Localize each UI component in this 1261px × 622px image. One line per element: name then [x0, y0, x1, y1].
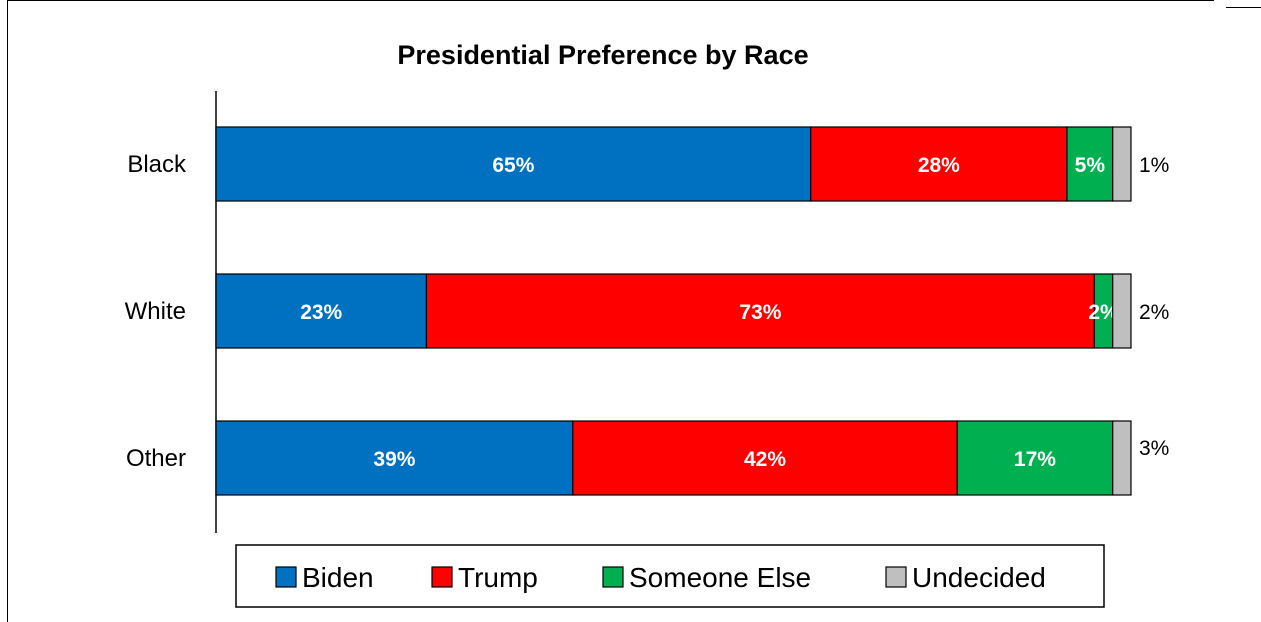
category-label-other: Other	[126, 445, 186, 472]
bar-white-undecided	[1112, 273, 1132, 349]
category-label-black: Black	[127, 151, 187, 178]
data-label-black-biden: 65%	[492, 154, 534, 177]
bar-other-undecided	[1112, 420, 1132, 496]
data-label-other-biden: 39%	[373, 448, 415, 471]
legend-label-someone-else: Someone Else	[629, 562, 811, 593]
legend-swatch-undecided	[885, 566, 907, 588]
bar-white-biden	[215, 273, 428, 349]
bar-black-someone-else	[1066, 126, 1114, 202]
bar-other-biden	[215, 420, 574, 496]
bar-other-trump	[572, 420, 958, 496]
bar-black-biden	[215, 126, 812, 202]
bar-other-someone-else	[956, 420, 1114, 496]
data-label-other-undecided: 3%	[1139, 437, 1169, 460]
data-label-white-biden: 23%	[300, 301, 342, 324]
legend-swatch-someone-else	[602, 566, 624, 588]
legend-swatch-trump	[431, 566, 453, 588]
data-label-white-trump: 73%	[739, 301, 781, 324]
bar-black-trump	[810, 126, 1068, 202]
data-label-white-undecided: 2%	[1139, 301, 1169, 324]
chart-title: Presidential Preference by Race	[397, 40, 808, 70]
data-label-other-someone-else: 17%	[1014, 448, 1056, 471]
legend-label-undecided: Undecided	[912, 562, 1046, 593]
legend: Biden Trump Someone Else Undecided	[235, 544, 1105, 608]
data-label-black-undecided: 1%	[1139, 154, 1169, 177]
bars-group: Black 65% 28% 5% 1% White 23% 73% 2% 2% Other 39% 42…	[125, 126, 1169, 496]
legend-swatch-biden	[275, 566, 297, 588]
data-label-black-someone-else: 5%	[1075, 154, 1106, 177]
chart-frame-left	[7, 0, 8, 622]
category-label-white: White	[125, 298, 186, 325]
data-label-other-trump: 42%	[744, 448, 786, 471]
legend-label-biden: Biden	[302, 562, 374, 593]
data-label-black-trump: 28%	[918, 154, 960, 177]
data-label-white-someone-else: 2%	[1088, 301, 1119, 324]
chart-frame-top-right	[1226, 7, 1261, 8]
legend-box	[235, 544, 1105, 608]
chart-frame-top	[7, 0, 1214, 1]
legend-label-trump: Trump	[458, 562, 538, 593]
bar-black-undecided	[1112, 126, 1132, 202]
